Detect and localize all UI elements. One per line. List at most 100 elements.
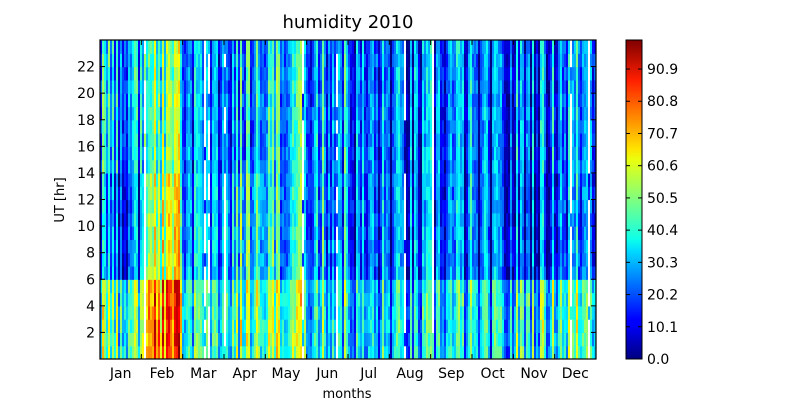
heatmap-cell [156,40,159,54]
heatmap-cell [196,252,199,267]
heatmap-cell [478,332,481,347]
heatmap-cell [336,265,339,280]
heatmap-cell [230,66,233,81]
heatmap-cell [480,93,483,108]
heatmap-cell [418,53,421,68]
heatmap-cell [256,79,259,94]
heatmap-cell [114,40,117,54]
heatmap-cell [188,226,191,240]
heatmap-cell [214,106,217,121]
heatmap-cell [136,305,139,320]
heatmap-cell [400,345,403,359]
heatmap-cell [474,172,477,187]
heatmap-cell [172,53,175,68]
heatmap-cell [504,40,507,54]
heatmap-cell [130,279,133,294]
heatmap-cell [232,146,235,161]
heatmap-cell [358,292,361,307]
heatmap-cell [390,226,393,240]
heatmap-cell [438,40,441,54]
heatmap-cell [260,305,263,320]
heatmap-cell [432,212,435,227]
heatmap-cell [496,53,499,68]
heatmap-cell [242,199,245,214]
heatmap-cell [260,119,263,134]
heatmap-cell [430,119,433,134]
heatmap-cell [134,172,137,187]
heatmap-cell [146,226,149,240]
heatmap-cell [442,133,445,147]
heatmap-cell [358,172,361,187]
heatmap-cell [370,186,373,201]
heatmap-cell [356,146,359,161]
heatmap-cell [298,93,301,108]
heatmap-cell [462,265,465,280]
heatmap-cell [436,79,439,94]
heatmap-cell [184,186,187,201]
heatmap-cell [256,265,259,280]
heatmap-cell [210,159,213,174]
heatmap-cell [426,93,429,108]
heatmap-cell [280,172,283,187]
heatmap-cell [206,212,209,227]
heatmap-cell [426,186,429,201]
heatmap-cell [348,53,351,68]
heatmap-cell [438,345,441,359]
heatmap-cell [482,345,485,359]
heatmap-cell [286,292,289,307]
heatmap-cell [170,199,173,214]
heatmap-cell [144,146,147,161]
heatmap-cell [160,199,163,214]
heatmap-cell [420,186,423,201]
heatmap-cell [182,186,185,201]
heatmap-cell [110,226,113,240]
heatmap-cell [504,79,507,94]
heatmap-cell [506,265,509,280]
heatmap-cell [220,305,223,320]
heatmap-cell [452,239,455,254]
heatmap-cell [168,199,171,214]
heatmap-cell [120,106,123,121]
heatmap-cell [220,332,223,347]
heatmap-cell [380,279,383,294]
heatmap-cell [426,239,429,254]
heatmap-cell [374,186,377,201]
heatmap-cell [396,345,399,359]
heatmap-cell [168,252,171,267]
heatmap-cell [426,66,429,81]
heatmap-cell [268,133,271,147]
heatmap-cell [194,226,197,240]
heatmap-cell [268,40,271,54]
heatmap-cell [424,199,427,214]
heatmap-cell [456,53,459,68]
heatmap-cell [370,53,373,68]
heatmap-cell [382,319,385,334]
heatmap-cell [312,252,315,267]
heatmap-cell [496,345,499,359]
heatmap-cell [250,106,253,121]
heatmap-cell [386,212,389,227]
heatmap-cell [404,66,407,81]
heatmap-cell [412,226,415,240]
heatmap-cell [162,239,165,254]
heatmap-cell [380,265,383,280]
heatmap-cell [380,319,383,334]
heatmap-cell [490,345,493,359]
heatmap-cell [334,239,337,254]
heatmap-cell [146,305,149,320]
heatmap-cell [344,345,347,359]
heatmap-cell [444,212,447,227]
heatmap-cell [266,146,269,161]
heatmap-cell [338,212,341,227]
heatmap-cell [478,239,481,254]
heatmap-cell [196,172,199,187]
heatmap-cell [390,66,393,81]
heatmap-cell [288,146,291,161]
heatmap-cell [292,159,295,174]
heatmap-cell [398,53,401,68]
heatmap-cell [332,66,335,81]
heatmap-cell [168,319,171,334]
heatmap-cell [328,172,331,187]
heatmap-cell [276,186,279,201]
heatmap-cell [514,226,517,240]
